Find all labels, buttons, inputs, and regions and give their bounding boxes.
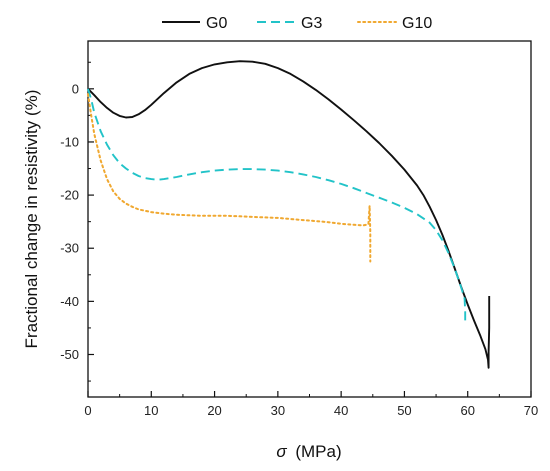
y-tick-label: -30 bbox=[60, 241, 79, 256]
x-tick-label: 60 bbox=[460, 403, 474, 418]
x-axis-unit: (MPa) bbox=[295, 442, 341, 461]
y-tick-label: 0 bbox=[72, 81, 79, 96]
y-tick-label: -50 bbox=[60, 347, 79, 362]
y-tick-label: -20 bbox=[60, 188, 79, 203]
series-layer bbox=[87, 60, 491, 369]
x-tick-label: 50 bbox=[397, 403, 411, 418]
y-tick-label: -10 bbox=[60, 134, 79, 149]
x-tick-label: 30 bbox=[271, 403, 285, 418]
plot-frame bbox=[87, 40, 532, 398]
x-tick-label: 40 bbox=[334, 403, 348, 418]
legend-label-g3: G3 bbox=[301, 15, 322, 32]
series-line-g0 bbox=[87, 60, 491, 369]
x-tick-label: 0 bbox=[84, 403, 91, 418]
y-tick-label: -40 bbox=[60, 294, 79, 309]
x-tick-label: 20 bbox=[207, 403, 221, 418]
legend-label-g10: G10 bbox=[402, 15, 432, 32]
legend-label-g0: G0 bbox=[206, 15, 227, 32]
x-axis-ticks: 0 10 20 30 40 50 60 70 bbox=[84, 391, 538, 418]
x-axis-title: σ (MPa) bbox=[276, 442, 341, 461]
series-line-g3 bbox=[87, 88, 467, 326]
legend: G0 G3 G10 bbox=[162, 15, 432, 32]
x-tick-label: 10 bbox=[144, 403, 158, 418]
y-axis-ticks: 0 -10 -20 -30 -40 -50 bbox=[60, 61, 94, 382]
y-axis-title: Fractional change in resistivity (%) bbox=[22, 90, 41, 349]
series-line-g10 bbox=[87, 93, 372, 263]
x-tick-label: 70 bbox=[524, 403, 538, 418]
x-axis-symbol: σ bbox=[276, 442, 287, 461]
